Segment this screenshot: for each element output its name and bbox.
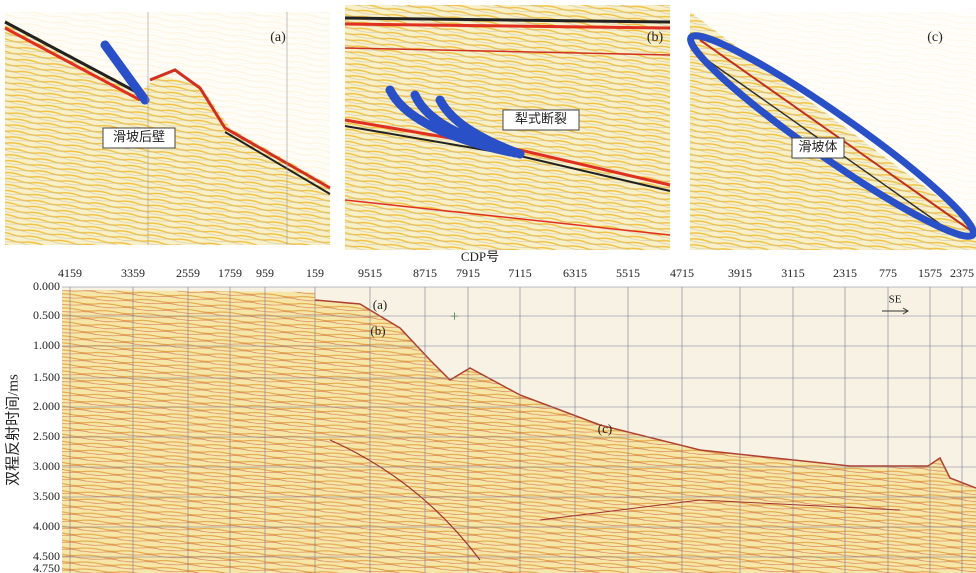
x-tick-label: 7915 — [456, 266, 480, 280]
x-axis-title: CDP号 — [461, 249, 499, 264]
y-tick-label: 0.500 — [33, 308, 60, 322]
figure: + (a) 滑坡后壁 (b) 犁式断裂 (c) 滑坡体 4159 3359 2559 1759 95… — [0, 0, 976, 573]
y-tick-label: 1.500 — [33, 370, 60, 384]
section-marker: (b) — [370, 323, 385, 338]
panel-label: (b) — [647, 30, 664, 45]
x-tick-label: 7115 — [508, 266, 532, 280]
direction-label: SE — [889, 294, 902, 306]
svg-text:+: + — [450, 309, 459, 326]
seismic-section: + — [62, 287, 976, 573]
annotation: 犁式断裂 — [515, 111, 567, 126]
x-tick-label: 9515 — [358, 266, 382, 280]
y-tick-label: 2.500 — [33, 429, 60, 443]
x-tick-label: 3115 — [781, 266, 805, 280]
y-tick-label: 1.000 — [33, 338, 60, 352]
annotation: 滑坡体 — [798, 139, 837, 154]
x-tick-label: 6315 — [563, 266, 587, 280]
x-tick-label: 5515 — [616, 266, 640, 280]
seismic-figure: + (a) 滑坡后壁 (b) 犁式断裂 (c) 滑坡体 4159 3359 2559 1759 95… — [0, 0, 976, 573]
y-axis-title: 双程反射时间/ms — [4, 374, 21, 486]
y-tick-label: 3.000 — [33, 459, 60, 473]
y-tick-label: 3.500 — [33, 489, 60, 503]
panel-c — [678, 12, 976, 253]
panel-label: (a) — [270, 30, 286, 45]
x-tick-label: 3359 — [121, 266, 145, 280]
x-tick-label: 159 — [306, 266, 324, 280]
x-tick-label: 3915 — [728, 266, 752, 280]
y-tick-label: 4.000 — [33, 519, 60, 533]
panel-label: (c) — [927, 30, 943, 45]
y-tick-label: 4.750 — [33, 561, 60, 573]
section-marker: (a) — [373, 297, 387, 312]
x-tick-label: 959 — [256, 266, 274, 280]
x-tick-label: 1575 — [918, 266, 942, 280]
panel-a — [5, 12, 330, 245]
x-tick-label: 1759 — [218, 266, 242, 280]
panel-b — [345, 5, 670, 250]
x-tick-label: 2315 — [833, 266, 857, 280]
annotation: 滑坡后壁 — [113, 129, 165, 144]
x-tick-label: 2559 — [176, 266, 200, 280]
x-tick-label: 2375 — [950, 266, 974, 280]
x-tick-label: 4159 — [58, 266, 82, 280]
x-tick-label: 8715 — [413, 266, 437, 280]
x-tick-label: 775 — [879, 266, 897, 280]
x-tick-label: 4715 — [670, 266, 694, 280]
y-tick-label: 2.000 — [33, 399, 60, 413]
section-marker: (c) — [598, 421, 612, 436]
y-tick-label: 0.000 — [33, 279, 60, 293]
